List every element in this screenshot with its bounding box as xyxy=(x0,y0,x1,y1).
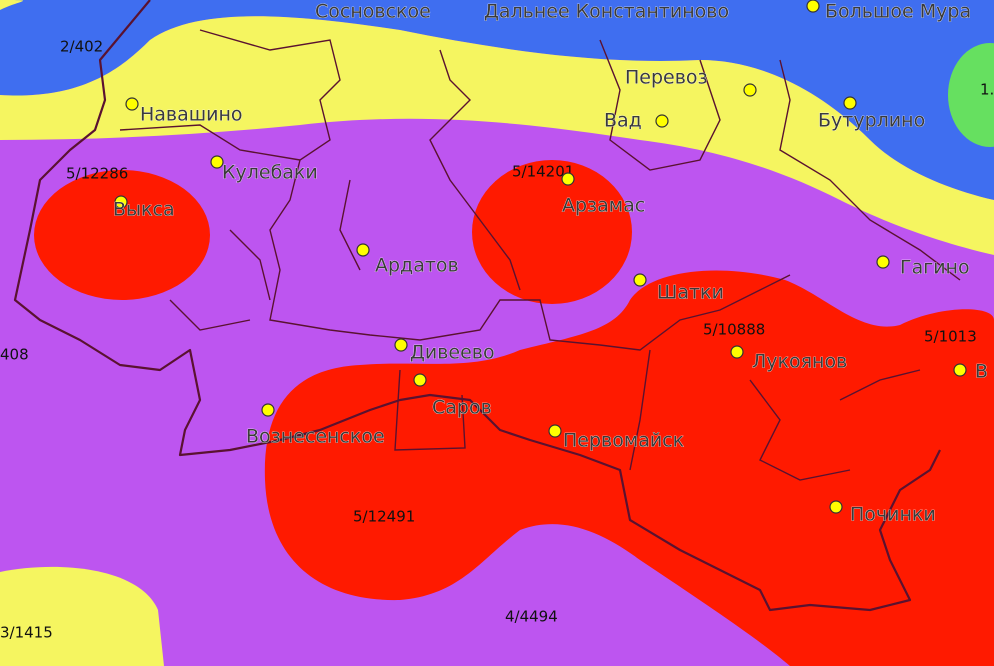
town-label: Дивеево xyxy=(410,342,495,364)
town-label: Навашино xyxy=(140,104,243,126)
town-label: Гагино xyxy=(900,257,970,279)
town-label: Вад xyxy=(604,110,642,132)
zone-label: 2/402 xyxy=(60,38,103,56)
town-label: Шатки xyxy=(657,282,724,304)
district-border xyxy=(169,179,361,331)
zone-label: 1. xyxy=(980,81,994,99)
town-dot xyxy=(210,155,224,169)
town-dot xyxy=(413,373,427,387)
town-label: Лукоянов xyxy=(752,351,847,373)
town-dot xyxy=(114,195,128,209)
town-dot xyxy=(261,403,275,417)
red-zone xyxy=(264,270,994,666)
town-dot xyxy=(394,338,408,352)
town-label: В xyxy=(975,361,988,383)
yellow-zone xyxy=(0,566,164,666)
zone-label: 408 xyxy=(0,346,29,364)
town-label: Сосновское xyxy=(315,1,431,23)
town-label: Перевоз xyxy=(625,67,708,89)
blue-zone xyxy=(0,0,994,200)
zone-label: 5/12286 xyxy=(66,165,128,183)
town-dot xyxy=(743,83,757,97)
town-dot xyxy=(806,0,820,13)
district-border xyxy=(119,39,961,481)
yellow-zone xyxy=(0,16,994,255)
town-label: Выкса xyxy=(113,199,175,221)
zone-label: 5/10888 xyxy=(703,321,765,339)
zone-label: 5/14201 xyxy=(512,163,574,181)
town-label: Арзамас xyxy=(562,195,645,217)
town-label: Большое Мура xyxy=(825,1,971,23)
town-dot xyxy=(633,273,647,287)
town-label: Саров xyxy=(432,397,492,419)
zone-label: 5/12491 xyxy=(353,508,415,526)
red-zone xyxy=(472,160,632,304)
green-zone xyxy=(948,43,994,147)
town-label: Бутурлино xyxy=(818,110,925,132)
town-label: Починки xyxy=(850,504,936,526)
town-label: Ардатов xyxy=(375,255,459,277)
town-dot xyxy=(356,243,370,257)
yellow-corner xyxy=(0,0,24,10)
district-border xyxy=(199,29,791,351)
town-dot xyxy=(829,500,843,514)
town-dot xyxy=(561,172,575,186)
red-zone xyxy=(34,170,210,300)
town-dot xyxy=(953,363,967,377)
town-dot xyxy=(125,97,139,111)
town-label: Первомайск xyxy=(563,430,684,452)
town-label: Вознесенское xyxy=(246,426,385,448)
town-dot xyxy=(548,424,562,438)
towns: Навашино Кулебаки Выкса Перевоз Вад Бутурлино… xyxy=(113,0,988,526)
zone-label: 3/1415 xyxy=(0,624,53,642)
town-dot xyxy=(730,345,744,359)
town-label: Кулебаки xyxy=(222,162,318,184)
region-border xyxy=(13,0,941,612)
zone-label: 5/1013 xyxy=(924,328,977,346)
town-dot xyxy=(655,114,669,128)
zone-label: 4/4494 xyxy=(505,608,558,626)
town-label: Дальнее Константиново xyxy=(484,1,729,23)
town-dot xyxy=(843,96,857,110)
town-dot xyxy=(876,255,890,269)
